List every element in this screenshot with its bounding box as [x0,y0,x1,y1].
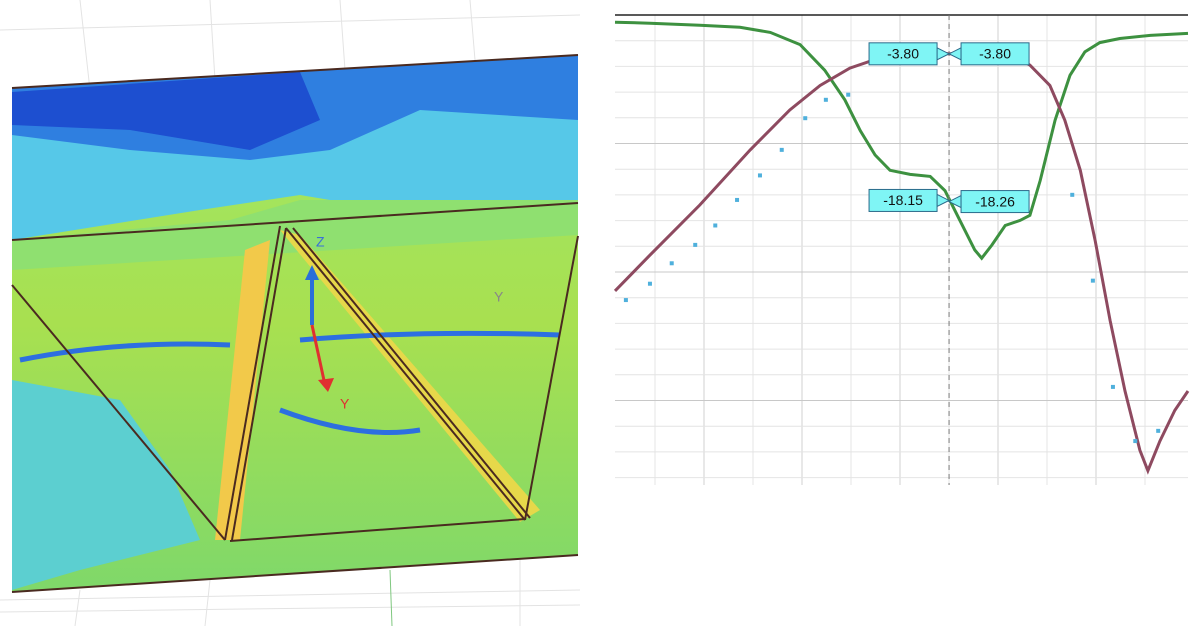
data-point [647,281,652,286]
field-region [12,72,320,150]
marker-box [960,42,1030,66]
marker-box [868,188,938,212]
field-streak [19,330,561,435]
marker-pointer [947,194,962,209]
data-point [669,261,674,266]
data-point [823,97,828,102]
data-point [693,242,698,247]
marker-box [868,42,938,66]
data-point [1070,192,1075,197]
marker-pointer [947,47,962,61]
field-region [215,240,270,540]
marker-label: -3.80 [887,46,919,62]
view-3d: Z Y Y [0,0,581,626]
marker-label: -18.15 [883,192,923,208]
data-point [1133,439,1138,444]
data-point [757,173,762,178]
axis-label: Y [494,289,504,305]
curve [613,50,1190,475]
field-region [12,380,200,590]
floor-grid [0,0,581,626]
plot: -3.80 -3.80 -18.15 -18.26 [613,14,1190,485]
axis-label: Z [316,234,325,250]
axis-label: Y [340,396,350,412]
data-point [1110,384,1115,389]
marker-box [960,190,1030,214]
data-point [803,116,808,121]
data-point [1090,278,1095,283]
structure [11,54,579,593]
curve [614,20,1189,261]
axis-y [310,324,327,386]
axis-arrow [305,265,319,280]
data-point [846,92,851,97]
axis-arrow [318,378,334,392]
marker-label: -3.80 [979,46,1011,62]
data-point [779,147,784,152]
data-point [735,197,740,202]
marker-pointer [936,47,951,61]
data-point [623,298,628,303]
marker-label: -18.26 [975,193,1015,209]
data-point [1156,428,1161,433]
data-point [713,223,718,228]
field-region [280,230,540,522]
